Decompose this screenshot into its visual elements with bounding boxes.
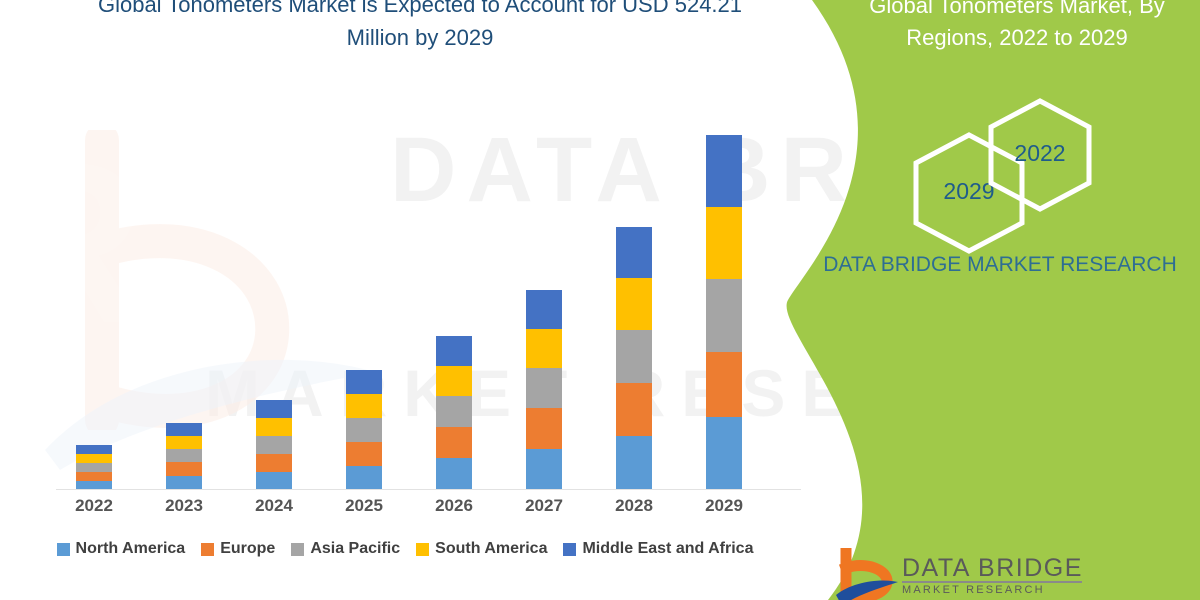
x-axis-label-2024: 2024 [255,496,293,515]
x-axis-label-2026: 2026 [435,496,473,515]
bar-segment[interactable] [346,418,382,442]
legend-swatch-icon [563,542,577,556]
bar-segment[interactable] [76,454,112,463]
legend-item[interactable]: North America [56,540,186,558]
green-side-panel [780,0,1200,600]
legend-label: Middle East and Africa [582,540,754,557]
bar-column-2024[interactable] [256,400,292,490]
bar-segment[interactable] [616,436,652,490]
bar-segment[interactable] [346,466,382,490]
bar-segment[interactable] [526,368,562,408]
bar-segment[interactable] [346,442,382,466]
chart-legend: North America Europe Asia Pacific South Ame… [0,540,810,558]
legend-swatch-icon [416,542,430,556]
bar-segment[interactable] [76,445,112,454]
bar-segment[interactable] [616,383,652,436]
bar-segment[interactable] [166,436,202,449]
legend-label: Asia Pacific [310,540,401,557]
db-logo-tagline: MARKET RESEARCH [902,584,1045,596]
legend-label: Europe [220,540,276,557]
bar-segment[interactable] [526,408,562,449]
stacked-bar-chart-plot [60,110,800,490]
bar-segment[interactable] [346,394,382,418]
x-axis-line [56,489,801,490]
bar-column-2028[interactable] [616,227,652,490]
bar-segment[interactable] [706,417,742,490]
legend-swatch-icon [56,542,70,556]
bar-segment[interactable] [166,449,202,462]
bar-column-2022[interactable] [76,445,112,490]
bar-segment[interactable] [526,329,562,368]
chart-title: Global Tonometers Market is Expected to … [97,0,743,50]
x-axis-label-2028: 2028 [615,496,653,515]
bar-column-2023[interactable] [166,423,202,490]
bar-segment[interactable] [526,290,562,329]
bar-segment[interactable] [706,352,742,417]
bar-segment[interactable] [616,330,652,383]
bar-segment[interactable] [76,463,112,472]
legend-label: North America [75,540,186,557]
bar-segment[interactable] [436,366,472,396]
bar-column-2027[interactable] [526,290,562,490]
bar-column-2026[interactable] [436,336,472,490]
bar-segment[interactable] [706,279,742,352]
bar-segment[interactable] [166,476,202,490]
x-axis-label-2023: 2023 [165,496,203,515]
bar-segment[interactable] [706,135,742,207]
db-logo-name: DATA BRIDGE [902,554,1083,582]
legend-swatch-icon [291,542,305,556]
x-axis-labels: 2022 2023 2024 2025 2026 2027 2028 2029 [60,496,800,524]
legend-item[interactable]: Europe [201,540,275,558]
bar-segment[interactable] [256,454,292,472]
db-logo-rule [902,581,1082,583]
bar-segment[interactable] [436,396,472,427]
x-axis-label-2027: 2027 [525,496,563,515]
bar-segment[interactable] [616,227,652,278]
data-bridge-footer-logo: DATA BRIDGE MARKET RESEARCH [836,548,1186,600]
legend-item[interactable]: South America [416,540,547,558]
legend-swatch-icon [201,542,215,556]
bar-segment[interactable] [346,370,382,394]
bar-segment[interactable] [256,400,292,418]
bar-segment[interactable] [616,278,652,330]
bar-column-2029[interactable] [706,135,742,490]
bar-segment[interactable] [706,207,742,279]
x-axis-label-2022: 2022 [75,496,113,515]
bar-segment[interactable] [76,472,112,481]
bar-segment[interactable] [166,462,202,476]
bar-segment[interactable] [166,423,202,436]
bar-segment[interactable] [76,481,112,490]
db-logo-mark-icon [836,548,898,600]
bar-segment[interactable] [436,427,472,458]
x-axis-label-2029: 2029 [705,496,743,515]
bar-segment[interactable] [256,436,292,454]
bar-segment[interactable] [526,449,562,490]
x-axis-label-2025: 2025 [345,496,383,515]
legend-item[interactable]: Asia Pacific [291,540,400,558]
bar-column-2025[interactable] [346,370,382,490]
bar-segment[interactable] [256,472,292,490]
legend-item[interactable]: Middle East and Africa [563,540,753,558]
legend-label: South America [435,540,548,557]
bar-segment[interactable] [436,336,472,366]
bar-segment[interactable] [436,458,472,490]
bar-segment[interactable] [256,418,292,436]
watermark-swoosh-icon [45,359,375,470]
